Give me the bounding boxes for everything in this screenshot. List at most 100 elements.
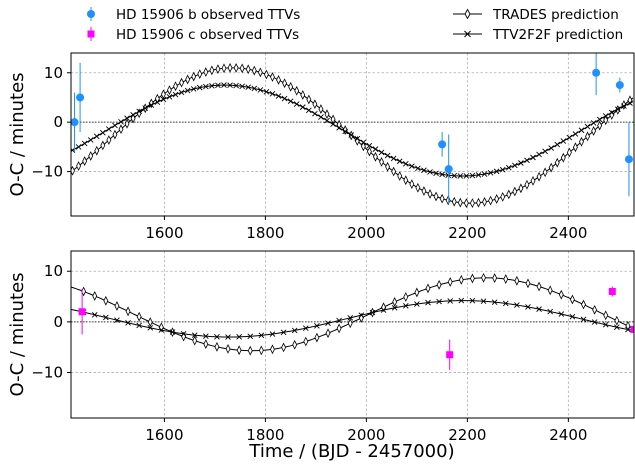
ttv2f2f-marker [425, 299, 431, 306]
legend-c-label: HD 15906 c observed TTVs [116, 27, 299, 43]
x-tick-label: 2400 [549, 426, 587, 444]
ttv2f2f-marker [227, 82, 233, 89]
trades-marker [314, 332, 320, 343]
trades-marker [288, 81, 294, 92]
trades-marker [525, 278, 531, 289]
ttv2f2f-marker [548, 145, 555, 151]
ttv2f2f-marker [318, 114, 324, 120]
ttv2f2f-marker [480, 298, 487, 305]
trades-marker [506, 189, 512, 200]
ttv2f2f-marker [225, 334, 231, 340]
trades-marker [603, 115, 609, 126]
ttv2f2f-marker [196, 84, 203, 91]
ttv2f2f-marker [184, 87, 191, 94]
ttv2f2f-marker [275, 93, 282, 99]
legend-c-marker [87, 30, 95, 38]
trades-marker [147, 317, 153, 327]
ttv2f2f-marker [560, 138, 567, 144]
y-axis-title: O-C / minutes [7, 272, 28, 396]
ttv2f2f-marker [590, 120, 597, 126]
ttv2f2f-marker [269, 90, 276, 97]
ttv2f2f-marker [257, 87, 264, 93]
ttv2f2f-marker [236, 334, 242, 340]
legend-entry-b-observed: HD 15906 b observed TTVs [87, 7, 300, 23]
ttv2f2f-marker [421, 167, 427, 174]
ttv2f2f-marker [524, 157, 530, 164]
trades-marker [257, 67, 263, 78]
trades-marker [492, 273, 498, 283]
ttv2f2f-marker [512, 162, 518, 169]
trades-marker [433, 191, 439, 202]
ttv2f2f-marker [358, 312, 365, 318]
trades-marker [547, 285, 553, 296]
trades-marker [614, 315, 620, 326]
trades-marker [227, 62, 233, 73]
trades-marker [566, 147, 572, 158]
trades-marker [592, 304, 598, 315]
trades-marker [392, 297, 398, 307]
ttv2f2f-marker [93, 133, 100, 140]
trades-marker [512, 186, 518, 197]
trades-marker [503, 274, 509, 284]
ttv2f2f-marker [209, 82, 215, 89]
ttv2f2f-marker [384, 152, 391, 159]
ttv2f2f-marker [525, 304, 531, 310]
trades-marker [524, 179, 530, 190]
trades-marker [425, 283, 431, 294]
trades-marker [209, 65, 215, 76]
legend: HD 15906 b observed TTVs HD 15906 c obse… [87, 7, 623, 43]
ttv2f2f-marker [190, 86, 197, 92]
trades-marker [76, 161, 82, 171]
trades-marker [554, 157, 560, 168]
ttv2f2f-marker [627, 100, 633, 106]
trades-marker [530, 175, 536, 186]
ttv2f2f-marker [402, 161, 409, 167]
trades-marker [324, 109, 330, 120]
observed-point-b [624, 155, 633, 164]
trades-marker [436, 279, 442, 290]
ttv2f2f-marker [306, 107, 312, 114]
trades-marker [445, 195, 451, 206]
ttv2f2f-marker [336, 124, 342, 131]
ttv2f2f-marker [580, 316, 587, 323]
ttv2f2f-marker [469, 297, 476, 304]
ttv2f2f-marker [112, 122, 118, 129]
trades-marker [270, 344, 275, 355]
ttv2f2f-marker [372, 146, 379, 152]
x-tick-label: 2000 [347, 224, 385, 242]
ttv2f2f-marker [469, 172, 476, 179]
trades-marker [233, 62, 239, 73]
ttv2f2f-marker [380, 307, 387, 313]
trades-marker [270, 72, 275, 82]
ttv2f2f-marker [103, 314, 109, 321]
ttv2f2f-marker [280, 329, 287, 336]
ttv2f2f-marker [342, 128, 348, 135]
trades-marker [125, 306, 131, 317]
ttv2f2f-marker [505, 164, 512, 171]
trades-marker [603, 310, 609, 321]
ttv2f2f-marker [166, 94, 173, 100]
ttv2f2f-marker [202, 83, 209, 90]
trades-marker [191, 71, 197, 82]
ttv2f2f-marker [447, 298, 454, 304]
trades-marker [579, 136, 584, 147]
observed-point-c [608, 287, 616, 295]
trades-marker [518, 183, 524, 194]
ttv2f2f-marker [124, 115, 130, 122]
ttv2f2f-marker [584, 123, 591, 130]
trades-marker [403, 292, 409, 302]
trades-marker [281, 342, 287, 353]
trades-marker [536, 281, 542, 292]
ttv2f2f-marker [530, 154, 536, 161]
trades-marker [330, 114, 336, 125]
trades-marker [158, 322, 164, 333]
ttv2f2f-marker [147, 325, 154, 331]
trades-marker [276, 75, 281, 85]
ttv2f2f-marker [518, 160, 524, 166]
trades-marker [136, 311, 142, 322]
trades-marker [88, 151, 94, 161]
observed-point-b [615, 81, 624, 90]
ttv2f2f-marker [354, 135, 361, 142]
trades-marker [124, 118, 130, 129]
